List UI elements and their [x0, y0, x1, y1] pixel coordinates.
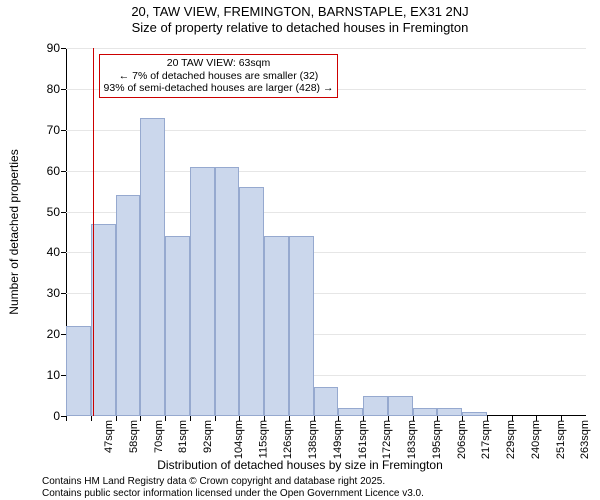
y-tick-label: 10 [47, 368, 60, 382]
x-tick-label: 138sqm [307, 420, 319, 459]
x-tick-label: 47sqm [103, 420, 115, 453]
grid-line [66, 48, 586, 49]
y-tick-label: 60 [47, 164, 60, 178]
x-tick-mark [264, 416, 265, 421]
x-tick-label: 217sqm [481, 420, 493, 459]
histogram-bar [215, 167, 240, 416]
reference-line [93, 48, 94, 416]
x-tick-label: 104sqm [233, 420, 245, 459]
y-tick-label: 80 [47, 82, 60, 96]
x-tick-mark [561, 416, 562, 421]
x-tick-label: 251sqm [555, 420, 567, 459]
x-tick-label: 149sqm [332, 420, 344, 459]
x-tick-mark [91, 416, 92, 421]
attribution-text: Contains HM Land Registry data © Crown c… [42, 476, 424, 499]
x-tick-mark [116, 416, 117, 421]
x-tick-label: 81sqm [177, 420, 189, 453]
histogram-bar [116, 195, 141, 416]
y-tick-mark [61, 252, 66, 253]
histogram-bar [264, 236, 289, 416]
x-tick-mark [363, 416, 364, 421]
y-tick-mark [61, 171, 66, 172]
x-tick-mark [487, 416, 488, 421]
y-tick-mark [61, 48, 66, 49]
annotation-line: 93% of semi-detached houses are larger (… [104, 82, 334, 95]
x-tick-label: 263sqm [580, 420, 592, 459]
x-tick-mark [338, 416, 339, 421]
attribution-line-2: Contains public sector information licen… [42, 488, 424, 500]
x-tick-mark [190, 416, 191, 421]
x-tick-label: 195sqm [431, 420, 443, 459]
annotation-line: ← 7% of detached houses are smaller (32) [104, 70, 334, 83]
y-tick-label: 40 [47, 245, 60, 259]
x-tick-mark [413, 416, 414, 421]
x-tick-mark [140, 416, 141, 421]
chart-plot-area: 010203040506070809047sqm58sqm70sqm81sqm9… [66, 48, 586, 416]
attribution-line-1: Contains HM Land Registry data © Crown c… [42, 476, 424, 488]
y-axis-title: Number of detached properties [7, 149, 21, 314]
chart-title: 20, TAW VIEW, FREMINGTON, BARNSTAPLE, EX… [0, 4, 600, 37]
histogram-bar [190, 167, 215, 416]
histogram-bar [289, 236, 314, 416]
annotation-box: 20 TAW VIEW: 63sqm← 7% of detached house… [99, 54, 339, 98]
histogram-bar [140, 118, 165, 416]
y-tick-label: 70 [47, 123, 60, 137]
annotation-line: 20 TAW VIEW: 63sqm [104, 57, 334, 70]
x-tick-mark [314, 416, 315, 421]
y-tick-label: 50 [47, 205, 60, 219]
x-tick-label: 229sqm [505, 420, 517, 459]
x-tick-label: 183sqm [406, 420, 418, 459]
histogram-bar [91, 224, 116, 416]
y-tick-mark [61, 130, 66, 131]
x-tick-mark [536, 416, 537, 421]
x-tick-mark [239, 416, 240, 421]
x-tick-label: 70sqm [153, 420, 165, 453]
x-tick-mark [215, 416, 216, 421]
y-tick-mark [61, 89, 66, 90]
x-tick-mark [388, 416, 389, 421]
title-line-1: 20, TAW VIEW, FREMINGTON, BARNSTAPLE, EX… [0, 4, 600, 20]
histogram-bar [66, 326, 91, 416]
chart-container: { "titles": { "line1": "20, TAW VIEW, FR… [0, 0, 600, 500]
y-tick-mark [61, 293, 66, 294]
histogram-bar [165, 236, 190, 416]
y-tick-mark [61, 212, 66, 213]
histogram-bar [388, 396, 413, 416]
x-tick-mark [165, 416, 166, 421]
histogram-bar [338, 408, 363, 416]
title-line-2: Size of property relative to detached ho… [0, 20, 600, 36]
x-tick-label: 126sqm [282, 420, 294, 459]
y-tick-label: 0 [53, 409, 60, 423]
y-tick-label: 90 [47, 41, 60, 55]
x-tick-mark [66, 416, 67, 421]
x-tick-mark [512, 416, 513, 421]
y-tick-label: 20 [47, 327, 60, 341]
histogram-bar [314, 387, 339, 416]
histogram-bar [363, 396, 388, 416]
x-tick-label: 172sqm [382, 420, 394, 459]
x-tick-label: 92sqm [202, 420, 214, 453]
x-tick-mark [437, 416, 438, 421]
x-tick-label: 115sqm [257, 420, 269, 458]
x-tick-label: 58sqm [128, 420, 140, 453]
x-tick-label: 161sqm [357, 420, 369, 459]
histogram-bar [437, 408, 462, 416]
x-axis-title: Distribution of detached houses by size … [0, 458, 600, 472]
histogram-bar [239, 187, 264, 416]
y-tick-label: 30 [47, 286, 60, 300]
x-tick-mark [462, 416, 463, 421]
x-tick-mark [289, 416, 290, 421]
x-tick-label: 240sqm [530, 420, 542, 459]
histogram-bar [462, 412, 487, 416]
histogram-bar [413, 408, 438, 416]
x-tick-label: 206sqm [456, 420, 468, 459]
